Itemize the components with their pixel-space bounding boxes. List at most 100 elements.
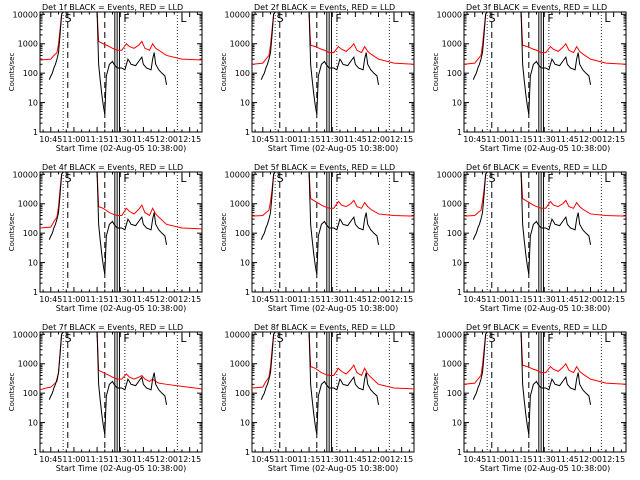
marker-label-f: F (547, 12, 553, 25)
y-tick-label: 10 (240, 259, 250, 268)
panel-9: Det 9f BLACK = Events, RED = LLD 1 10 100 10… (432, 323, 627, 473)
marker-label-f: F (335, 172, 341, 185)
x-axis-label: Start Time (02-Aug-05 10:38:00) (268, 464, 399, 473)
series-events-line (48, 332, 168, 435)
x-tick-label: 10:45 (39, 455, 62, 464)
plot-frame (251, 171, 415, 293)
y-tick-label: 1000 (442, 360, 462, 369)
y-tick-label: 100 (447, 389, 462, 398)
series-lld-line (464, 172, 626, 217)
x-tick-label: 12:15 (178, 455, 201, 464)
marker-label-s: S (489, 172, 496, 185)
y-tick-label: 100 (23, 69, 38, 78)
x-tick-label: 11:15 (510, 295, 533, 304)
x-tick-label: 11:45 (132, 135, 155, 144)
x-tick-label: 10:45 (463, 295, 486, 304)
y-axis-label: Counts/sec (8, 53, 16, 92)
marker-label-s: S (65, 332, 72, 345)
x-tick-label: 11:45 (344, 455, 367, 464)
x-tick-label: 12:15 (178, 295, 201, 304)
x-tick-label: 11:15 (510, 455, 533, 464)
y-tick-label: 10000 (225, 10, 250, 19)
series-lld-line (464, 12, 626, 65)
plot-frame (39, 11, 203, 133)
x-axis-label: Start Time (02-Aug-05 10:38:00) (56, 144, 187, 153)
panel-6: Det 6f BLACK = Events, RED = LLD 1 10 100 10… (432, 163, 627, 313)
series-events-line (472, 332, 592, 435)
x-tick-label: 12:00 (367, 135, 390, 144)
x-tick-label: 12:15 (390, 135, 413, 144)
marker-label-f: F (123, 172, 129, 185)
x-axis-label: Start Time (02-Aug-05 10:38:00) (268, 144, 399, 153)
x-tick-label: 11:15 (86, 135, 109, 144)
x-axis-label: Start Time (02-Aug-05 10:38:00) (56, 464, 187, 473)
y-tick-label: 10 (28, 99, 38, 108)
y-tick-label: 100 (235, 69, 250, 78)
x-tick-label: 11:45 (556, 455, 579, 464)
y-axis-label: Counts/sec (8, 213, 16, 252)
panel-5: Det 5f BLACK = Events, RED = LLD 1 10 100 10… (220, 163, 415, 313)
x-axis-label: Start Time (02-Aug-05 10:38:00) (480, 464, 611, 473)
y-tick-label: 100 (235, 389, 250, 398)
marker-label-s: S (65, 172, 72, 185)
x-tick-label: 11:15 (86, 295, 109, 304)
y-tick-label: 10000 (437, 10, 462, 19)
x-tick-label: 10:45 (251, 135, 274, 144)
y-axis-label: Counts/sec (220, 373, 228, 412)
marker-label-s: S (65, 12, 72, 25)
series-events-line (472, 12, 592, 115)
y-tick-label: 1 (457, 448, 462, 457)
panel-1: Det 1f BLACK = Events, RED = LLD 1 10 100 10… (8, 3, 203, 153)
panel-title: Det 9f BLACK = Events, RED = LLD (466, 323, 607, 332)
y-tick-label: 1000 (230, 360, 250, 369)
marker-label-s: S (277, 332, 284, 345)
y-tick-label: 10 (452, 99, 462, 108)
x-tick-label: 12:00 (367, 295, 390, 304)
x-tick-label: 11:45 (344, 295, 367, 304)
y-tick-label: 1000 (230, 200, 250, 209)
y-tick-label: 100 (23, 389, 38, 398)
plot-frame (39, 171, 203, 293)
marker-label-l: L (180, 172, 187, 185)
y-tick-label: 1000 (18, 200, 38, 209)
panel-2: Det 2f BLACK = Events, RED = LLD 1 10 100 10… (220, 3, 415, 153)
x-axis-label: Start Time (02-Aug-05 10:38:00) (480, 304, 611, 313)
y-tick-label: 10000 (225, 170, 250, 179)
series-events-line (48, 12, 168, 115)
series-lld-line (464, 332, 626, 385)
x-tick-label: 11:15 (510, 135, 533, 144)
series-events-line (260, 12, 380, 115)
plot-frame (251, 331, 415, 453)
x-tick-label: 12:15 (390, 295, 413, 304)
x-tick-label: 11:45 (556, 135, 579, 144)
y-tick-label: 100 (447, 229, 462, 238)
x-tick-label: 12:15 (390, 455, 413, 464)
y-tick-label: 100 (235, 229, 250, 238)
x-tick-label: 11:30 (533, 295, 556, 304)
series-events-line (48, 172, 168, 275)
y-tick-label: 10 (28, 419, 38, 428)
y-tick-label: 10 (240, 99, 250, 108)
panel-title: Det 5f BLACK = Events, RED = LLD (254, 163, 395, 172)
y-tick-label: 10 (452, 419, 462, 428)
marker-label-f: F (123, 332, 129, 345)
plot-frame (39, 331, 203, 453)
y-tick-label: 1 (457, 288, 462, 297)
marker-label-l: L (604, 172, 611, 185)
y-tick-label: 10 (240, 419, 250, 428)
x-tick-label: 12:15 (602, 135, 625, 144)
x-tick-label: 12:00 (155, 455, 178, 464)
series-lld-line (252, 12, 414, 65)
x-axis-label: Start Time (02-Aug-05 10:38:00) (480, 144, 611, 153)
y-tick-label: 10000 (13, 10, 38, 19)
plot-frame (463, 171, 627, 293)
x-tick-label: 11:00 (274, 455, 297, 464)
y-axis-label: Counts/sec (220, 53, 228, 92)
y-tick-label: 1 (245, 128, 250, 137)
marker-label-l: L (604, 12, 611, 25)
x-tick-label: 11:45 (132, 455, 155, 464)
y-axis-label: Counts/sec (8, 373, 16, 412)
plot-frame (463, 11, 627, 133)
x-tick-label: 11:30 (321, 295, 344, 304)
